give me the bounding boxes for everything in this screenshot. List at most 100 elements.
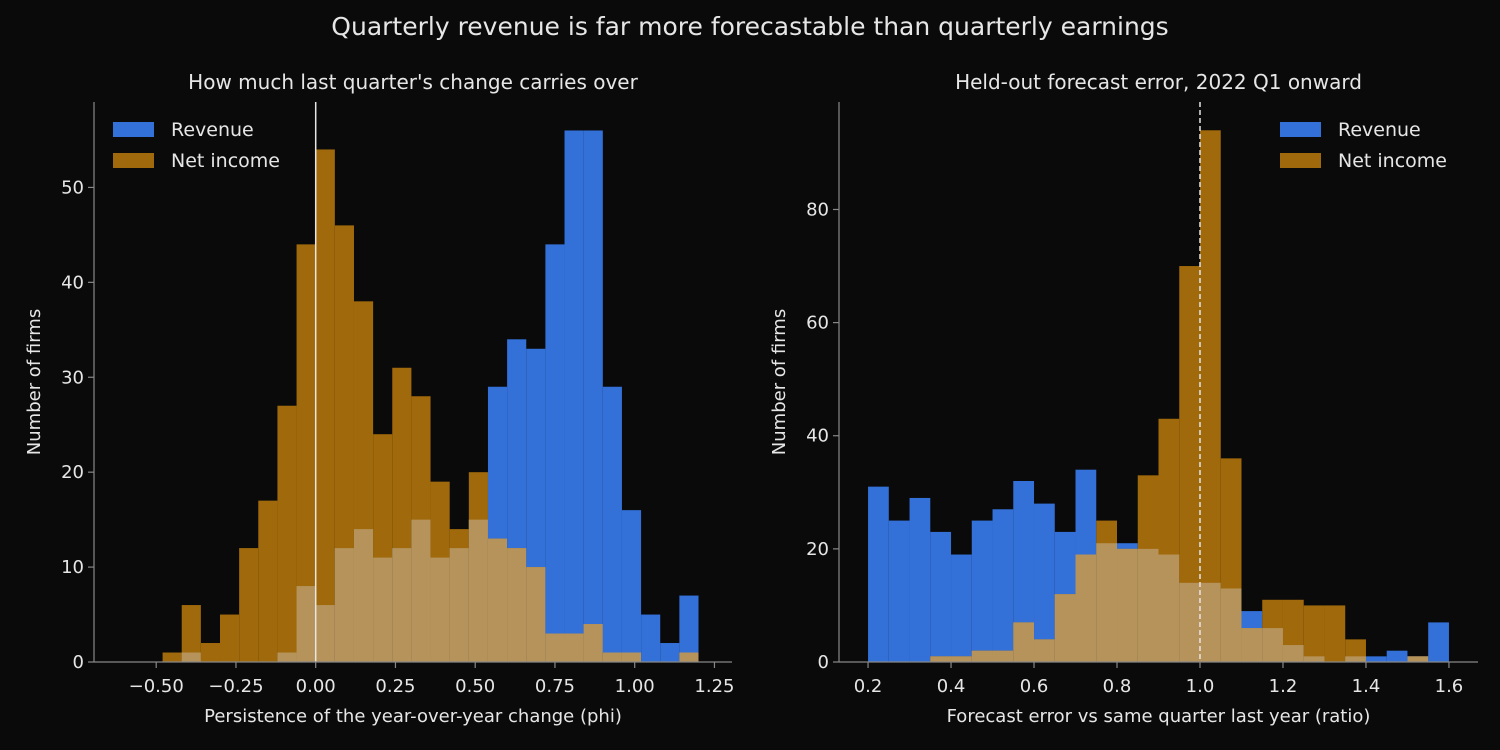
x-tick-label: 0.8: [1103, 676, 1132, 697]
bar-overlap: [1345, 656, 1366, 662]
y-axis-label: Number of firms: [24, 309, 45, 455]
bar-revenue: [1365, 656, 1387, 662]
bar-overlap: [526, 567, 546, 662]
legend-swatch-net-income: [1280, 153, 1321, 168]
bar-overlap: [602, 652, 622, 662]
y-tick-label: 0: [73, 652, 84, 673]
bar-net-income: [277, 405, 297, 662]
bar-revenue: [679, 595, 699, 662]
y-tick-label: 20: [806, 539, 829, 560]
bar-overlap: [1199, 582, 1221, 662]
bar-net-income: [1324, 605, 1346, 662]
bar-overlap: [1013, 622, 1035, 662]
y-axis-label: Number of firms: [769, 309, 790, 455]
bar-overlap: [449, 548, 469, 662]
x-axis-label: Forecast error vs same quarter last year…: [947, 706, 1371, 727]
y-tick-label: 60: [806, 313, 829, 334]
y-tick-label: 30: [61, 367, 84, 388]
bar-overlap: [930, 656, 952, 662]
bar-revenue: [1386, 650, 1408, 662]
bar-overlap: [545, 633, 565, 662]
bar-net-income: [1199, 130, 1221, 662]
bar-overlap: [430, 557, 450, 662]
bar-overlap: [1137, 548, 1159, 662]
legend-label-revenue: Revenue: [1338, 119, 1421, 141]
y-tick-label: 50: [61, 177, 84, 198]
bar-revenue: [868, 486, 889, 662]
bar-revenue: [545, 244, 565, 663]
x-tick-label: 0.75: [535, 676, 575, 697]
bar-overlap: [992, 650, 1014, 662]
x-axis-label: Persistence of the year-over-year change…: [204, 706, 622, 727]
bar-revenue: [909, 497, 931, 662]
bar-overlap: [468, 519, 488, 662]
bar-overlap: [1407, 656, 1429, 662]
bar-net-income: [181, 605, 201, 662]
bar-overlap: [296, 586, 316, 662]
bar-revenue: [602, 386, 622, 662]
bar-overlap: [181, 652, 201, 662]
bar-overlap: [315, 605, 335, 662]
x-tick-label: −0.25: [208, 676, 263, 697]
bar-overlap: [373, 557, 393, 662]
bar-overlap: [564, 633, 584, 662]
bar-overlap: [1303, 656, 1325, 662]
y-tick-label: 40: [806, 426, 829, 447]
legend-label-net-income: Net income: [171, 150, 280, 172]
bar-overlap: [1158, 554, 1180, 662]
x-tick-label: 1.25: [694, 676, 734, 697]
legend-swatch-revenue: [113, 122, 154, 137]
bar-overlap: [583, 624, 603, 662]
bar-net-income: [315, 149, 335, 662]
bar-overlap: [971, 650, 993, 662]
y-tick-label: 0: [818, 652, 829, 673]
bar-overlap: [1096, 543, 1118, 662]
legend-label-net-income: Net income: [1338, 150, 1447, 172]
y-tick-label: 10: [61, 557, 84, 578]
bar-revenue: [621, 510, 642, 662]
chart-persistence-histogram: How much last quarter's change carries o…: [24, 70, 734, 727]
bar-revenue: [641, 614, 661, 662]
bar-overlap: [621, 652, 642, 662]
bar-revenue: [1034, 503, 1055, 662]
bar-net-income: [1303, 605, 1325, 662]
legend-swatch-net-income: [113, 153, 154, 168]
bar-overlap: [487, 538, 508, 662]
bar-overlap: [1075, 554, 1097, 662]
bar-revenue: [971, 520, 993, 662]
bar-overlap: [1117, 548, 1138, 662]
bar-overlap: [1262, 628, 1283, 662]
bar-overlap: [353, 529, 374, 662]
bar-net-income: [1179, 266, 1200, 662]
bar-net-income: [220, 614, 240, 662]
bar-net-income: [200, 643, 221, 662]
bar-overlap: [1034, 639, 1055, 662]
x-tick-label: 1.00: [615, 676, 655, 697]
bar-overlap: [1220, 588, 1242, 662]
bar-revenue: [992, 509, 1014, 662]
x-tick-label: 0.2: [854, 676, 883, 697]
x-tick-label: 1.4: [1352, 676, 1381, 697]
x-tick-label: 0.6: [1020, 676, 1049, 697]
bar-overlap: [1282, 645, 1304, 662]
chart-forecast-error-histogram: Held-out forecast error, 2022 Q1 onward 0…: [769, 70, 1478, 727]
bar-overlap: [334, 548, 354, 662]
bar-net-income: [162, 652, 182, 662]
bar-revenue: [583, 130, 603, 662]
y-tick-label: 20: [61, 462, 84, 483]
x-tick-label: 0.4: [937, 676, 966, 697]
bar-overlap: [277, 652, 297, 662]
figure-title: Quarterly revenue is far more forecastab…: [331, 12, 1169, 41]
bar-revenue: [951, 554, 972, 662]
bar-overlap: [411, 519, 431, 662]
x-tick-label: −0.50: [129, 676, 184, 697]
x-tick-label: 1.0: [1186, 676, 1215, 697]
legend-label-revenue: Revenue: [171, 119, 254, 141]
x-tick-label: 1.6: [1435, 676, 1464, 697]
bar-overlap: [1179, 582, 1200, 662]
bar-revenue: [888, 520, 910, 662]
bar-net-income: [296, 244, 316, 663]
bar-net-income: [239, 548, 259, 662]
bar-overlap: [1241, 628, 1263, 662]
